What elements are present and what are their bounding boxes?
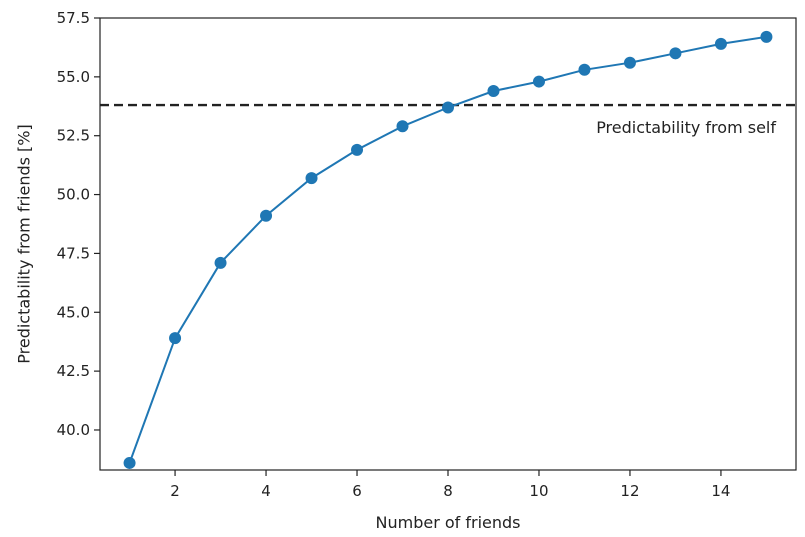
x-axis: 2 4 6 8 10 12 14: [170, 470, 730, 500]
y-tick-label: 45.0: [57, 303, 90, 321]
reference-line-label: Predictability from self: [596, 118, 776, 137]
data-point: [487, 84, 500, 97]
data-point: [442, 101, 454, 114]
data-point: [714, 37, 727, 50]
x-tick-label: 8: [443, 482, 453, 500]
y-tick-label: 42.5: [57, 362, 90, 380]
plot-frame: [99, 17, 797, 471]
data-point: [578, 63, 591, 76]
plot-area: [99, 17, 797, 471]
data-point: [760, 30, 773, 43]
series-layer: [123, 30, 773, 469]
y-tick-label: 57.5: [57, 9, 90, 27]
data-point: [351, 143, 364, 156]
y-tick-label: 55.0: [57, 68, 90, 86]
x-tick-label: 6: [352, 482, 362, 500]
y-tick-label: 50.0: [57, 186, 90, 204]
y-axis-title: Predictability from friends [%]: [15, 124, 34, 363]
series-line: [128, 35, 767, 464]
x-tick-label: 2: [170, 482, 180, 500]
data-point: [123, 456, 136, 469]
y-tick-label: 52.5: [57, 127, 90, 145]
data-point: [623, 56, 636, 69]
data-point: [532, 75, 545, 88]
data-point: [260, 209, 273, 222]
y-tick-label: 47.5: [57, 244, 90, 262]
data-point: [396, 120, 409, 133]
x-tick-label: 4: [261, 482, 271, 500]
data-point: [669, 47, 682, 60]
data-point: [214, 256, 227, 269]
data-point: [169, 332, 182, 345]
y-tick-label: 40.0: [57, 421, 90, 439]
y-axis: 40.0 42.5 45.0 47.5 50.0 52.5 55.0 57.5: [57, 9, 100, 439]
x-tick-label: 10: [529, 482, 548, 500]
x-tick-label: 14: [711, 482, 730, 500]
x-tick-label: 12: [620, 482, 639, 500]
x-axis-title: Number of friends: [376, 513, 521, 532]
data-point: [305, 172, 318, 185]
